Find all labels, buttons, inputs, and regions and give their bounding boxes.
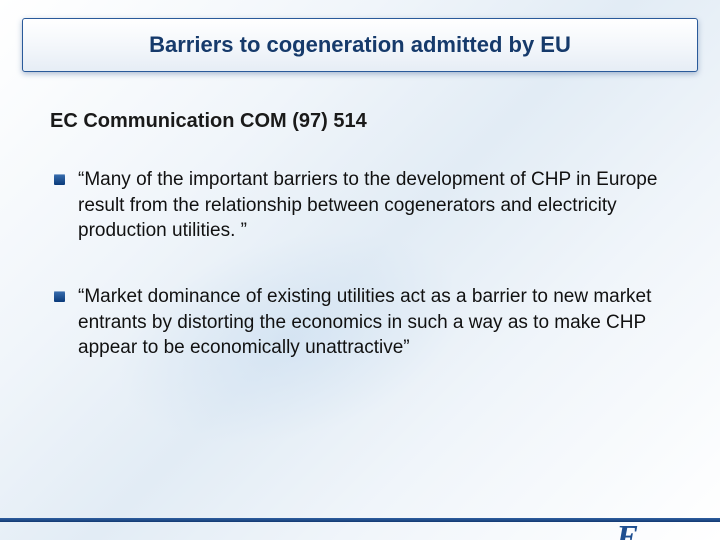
subheading: EC Communication COM (97) 514 (50, 110, 670, 133)
content-area: EC Communication COM (97) 514 “Many of t… (0, 72, 720, 361)
title-bar: Barriers to cogeneration admitted by EU (22, 18, 698, 72)
list-item: “Many of the important barriers to the d… (78, 167, 670, 244)
logo: E endesahellas (616, 523, 706, 540)
bullet-list: “Many of the important barriers to the d… (50, 167, 670, 361)
logo-glyph: E (616, 523, 639, 540)
list-item: “Market dominance of existing utilities … (78, 284, 670, 361)
footer: E endesahellas (0, 504, 720, 540)
slide-title: Barriers to cogeneration admitted by EU (149, 32, 571, 58)
footer-divider (0, 518, 720, 522)
